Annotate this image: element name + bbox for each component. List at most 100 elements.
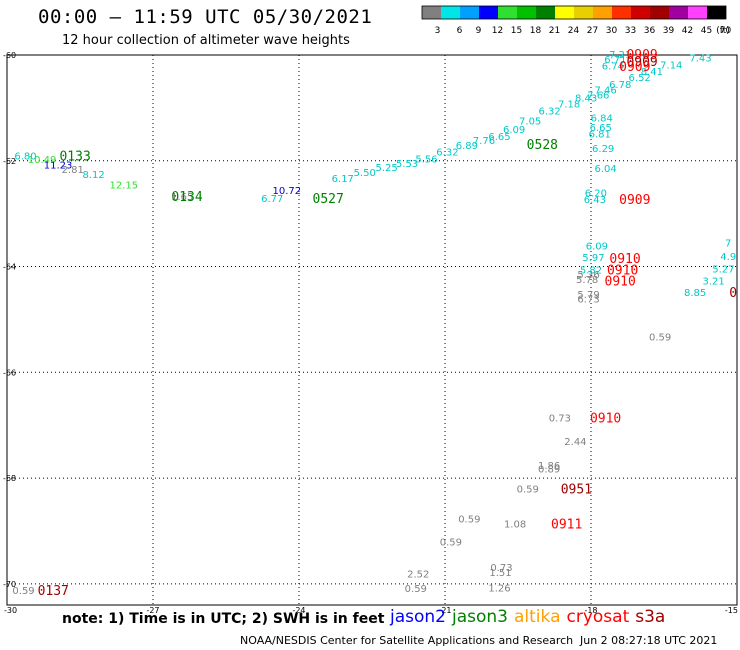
footer-note: note: 1) Time is in UTC; 2) SWH is in fe… [62,611,385,627]
wave-height-label: 8.41 [641,67,663,78]
x-tick-label: -15 [725,606,738,615]
colorbar-label: 9 [476,26,482,36]
legend-jason3: jason3 [452,607,508,627]
legend-jason2: jason2 [390,607,446,627]
colorbar-swatch [460,6,479,19]
colorbar-swatch [479,6,498,19]
colorbar-swatch [631,6,650,19]
pass-time-label: 0909 [626,48,657,63]
pass-time-label: 0910 [605,274,636,289]
wave-height-label: 6.81 [589,129,611,140]
wave-height-label: 6.65 [590,123,612,134]
wave-height-label: 7.14 [660,61,682,72]
wave-height-label: 8.85 [684,288,706,299]
wave-height-label: 4.9 [720,252,736,263]
wave-height-label: 0.59 [12,586,34,597]
wave-height-label: 6.78 [609,80,631,91]
wave-height-label: 0.59 [405,584,427,595]
wave-height-label: 5.97 [582,253,604,264]
wave-height-label: 5.79 [577,290,599,301]
colorbar-label: 39 [663,26,675,36]
wave-height-label: 6.43 [584,195,606,206]
x-tick-label: -21 [438,606,451,615]
plot-frame [6,54,738,606]
wave-height-label: 7.43 [689,54,711,65]
y-tick-label: -60 [3,51,16,60]
wave-height-label: 6.71 [604,55,626,66]
wave-height-label: 0.73 [549,413,571,424]
legend-s3a: s3a [635,607,666,627]
wave-height-label: 7.18 [558,100,580,111]
pass-time-label: 0910 [607,264,638,279]
colorbar-swatch [669,6,688,19]
colorbar-swatch [650,6,669,19]
x-tick-label: -27 [146,606,159,615]
wave-height-label: 6.77 [261,194,283,205]
wave-height-label: 1.08 [504,520,526,531]
wave-height-label: 1.51 [489,568,511,579]
colorbar-label: 70 [720,26,732,36]
pass-time-label: 0910 [609,252,640,267]
wave-height-label: 2.52 [407,569,429,580]
wave-height-label: 6.04 [594,164,616,175]
colorbar-swatch [593,6,612,19]
pass-time-label: 0951 [561,483,592,498]
wave-height-label: 5.78 [576,275,598,286]
colorbar-swatch [536,6,555,19]
legend-altika: altika [514,607,561,627]
generated-timestamp: Jun 2 08:27:18 UTC 2021 [580,634,718,647]
wave-height-label: 6.32 [539,107,561,118]
colorbar-label: 18 [530,26,542,36]
colorbar-label: 12 [492,26,503,36]
legend-cryosat: cryosat [566,607,630,627]
y-tick-label: -66 [3,368,16,377]
colorbar-label: 27 [587,26,598,36]
wave-height-label: 7 [725,239,731,250]
wave-height-label: 0.89 [538,465,560,476]
wave-height-label: 6.74 [602,62,624,73]
wave-height-label: 0.59 [649,332,671,343]
colorbar-swatch [517,6,536,19]
x-tick-label: -18 [584,606,597,615]
colorbar-swatch [498,6,517,19]
wave-height-label: 8.43 [575,93,597,104]
wave-height-label: 7.46 [594,85,616,96]
wave-height-label: 6.80 [14,151,36,162]
colorbar-label: 15 [511,26,522,36]
map-plot-area: -30 -27 -24 -21 -18 -15 -60 -62 -64 -66 -68 -70 6.80… [3,48,738,615]
colorbar: 3 6 9 12 15 18 21 24 27 30 33 36 39 42 45 70(ft) [421,5,732,36]
wave-height-label: 5.27 [712,265,734,276]
wave-height-label: 0.73 [490,563,512,574]
pass-time-label: 0137 [38,584,69,599]
wave-height-label: 10.49 [28,155,57,166]
credit-line: NOAA/NESDIS Center for Satellite Applica… [240,634,574,647]
wave-height-label: 6.09 [586,241,608,252]
colorbar-swatch [574,6,593,19]
pass-time-label: 0911 [551,518,582,533]
colorbar-label: 33 [625,26,636,36]
colorbar-label: 6 [457,26,463,36]
colorbar-swatch [422,6,441,19]
chart-subtitle: 12 hour collection of altimeter wave hei… [62,33,350,48]
wave-height-label: 12.15 [109,181,138,192]
wave-height-label: 6.32 [436,147,458,158]
pass-time-label: 0527 [313,192,344,207]
pass-time-label: 0909 [619,60,650,75]
pass-time-label: 0 [729,286,737,301]
y-tick-label: -68 [3,474,16,483]
wave-height-label: 6.20 [585,189,607,200]
pass-time-label: 0909 [626,55,657,70]
wave-height-label: 6.65 [488,132,510,143]
satellite-legend: jason2 jason3 altika cryosat s3a [390,607,671,627]
colorbar-unit: (ft) [716,26,730,36]
x-tick-label: -24 [292,606,305,615]
wave-height-label: 8.12 [82,170,104,181]
pass-time-label: 0909 [619,193,650,208]
y-tick-label: -70 [3,580,16,589]
colorbar-label: 45 [701,26,712,36]
wave-height-label: 6.09 [503,125,525,136]
y-tick-label: -62 [3,157,16,166]
colorbar-swatch [555,6,574,19]
wave-height-label: 7.21 [609,50,631,61]
wave-height-label: 6.89 [456,141,478,152]
